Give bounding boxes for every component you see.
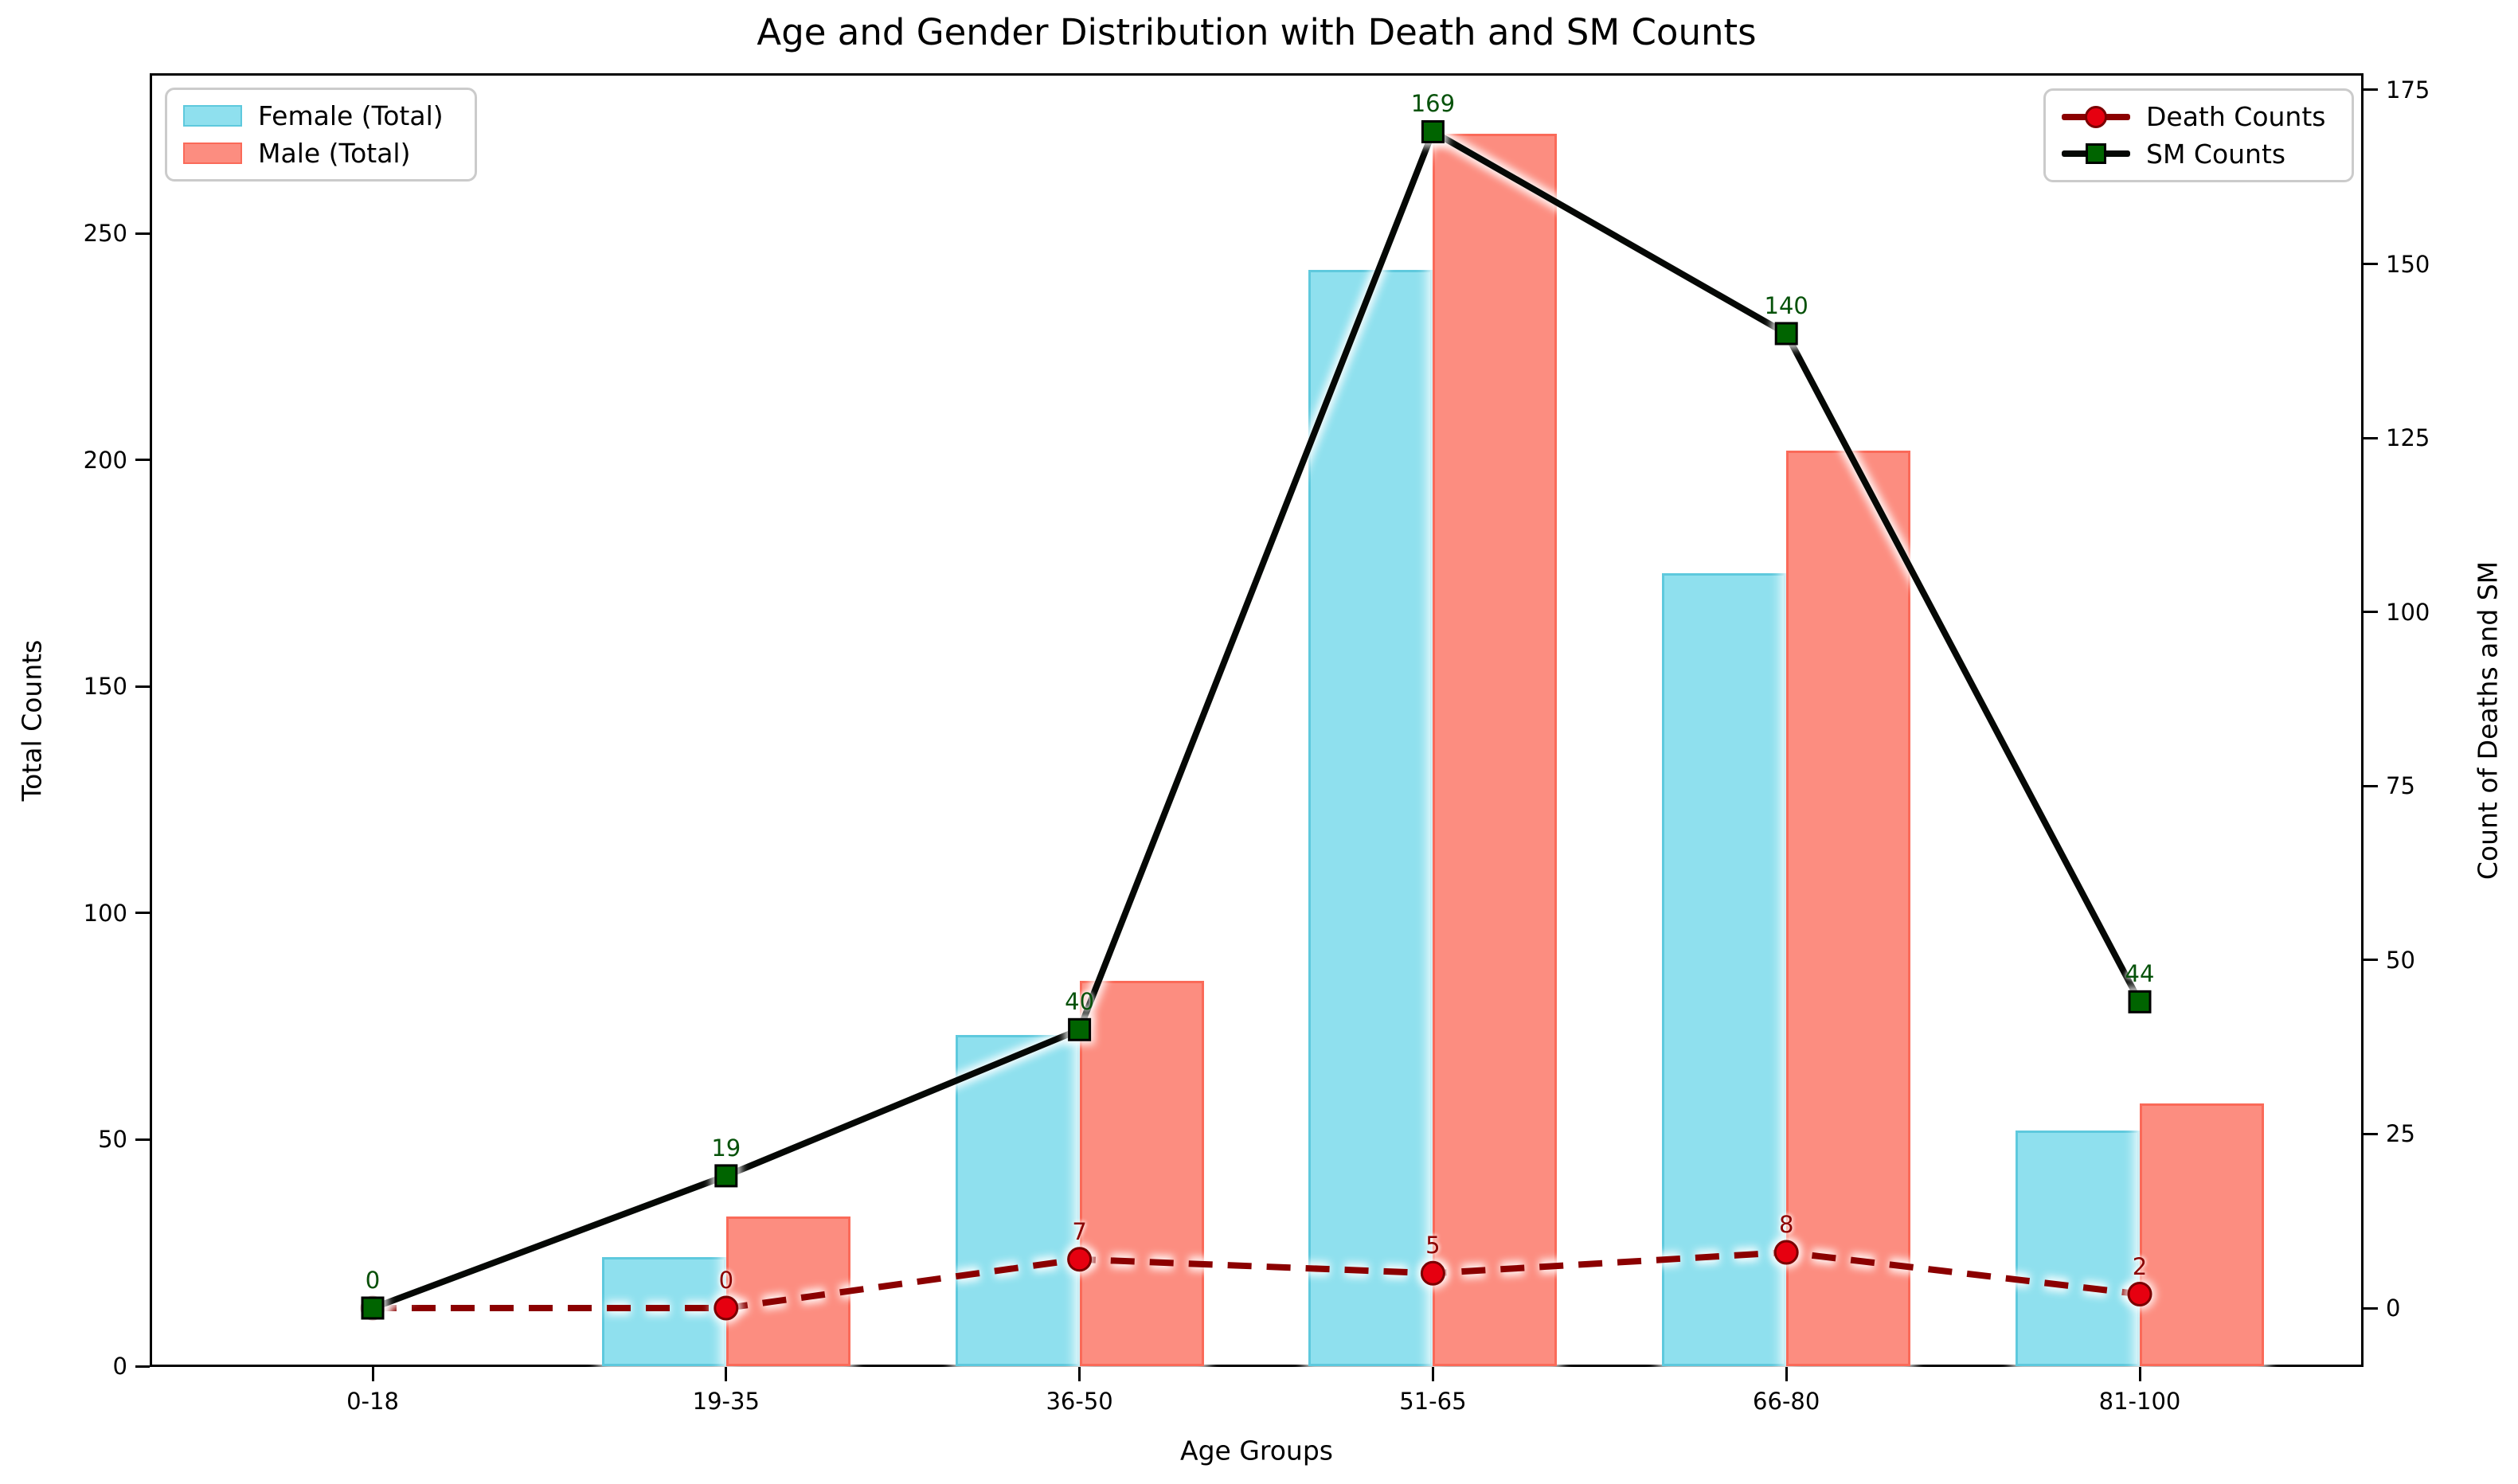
death-marker-19-35	[714, 1295, 739, 1321]
sm-value-label-81-100: 44	[2125, 960, 2155, 988]
y-tick-right	[2364, 1132, 2378, 1135]
bar-female-66-80	[1662, 572, 1787, 1366]
sm-marker-36-50	[1068, 1017, 1092, 1041]
male-swatch-icon	[183, 142, 242, 164]
legend-item-sm: SM Counts	[2062, 139, 2336, 170]
y-tick-label-left: 200	[83, 446, 127, 474]
x-tick-label-36-50: 36-50	[1046, 1388, 1113, 1415]
legend-item-death: Death Counts	[2062, 101, 2336, 132]
y-tick-label-left: 250	[83, 220, 127, 247]
sm-value-label-19-35: 19	[711, 1134, 741, 1162]
y-tick-right	[2364, 1306, 2378, 1310]
sm-value-label-51-65: 169	[1410, 90, 1456, 118]
y-tick-left	[135, 1365, 150, 1368]
death-value-label-36-50: 7	[1072, 1217, 1087, 1245]
y-tick-label-right: 25	[2386, 1120, 2415, 1148]
death-line-icon	[2062, 105, 2130, 128]
y-tick-right	[2364, 263, 2378, 266]
y-tick-label-left: 100	[83, 899, 127, 927]
y-tick-left	[135, 1138, 150, 1141]
sm-marker-66-80	[1774, 322, 1798, 346]
bar-male-81-100	[2140, 1103, 2264, 1366]
legend-label-male: Male (Total)	[258, 137, 411, 169]
x-tick-label-19-35: 19-35	[692, 1388, 760, 1415]
y-tick-label-right: 175	[2386, 76, 2430, 103]
x-tick	[725, 1367, 728, 1381]
bar-female-36-50	[955, 1035, 1080, 1366]
bar-male-19-35	[725, 1216, 850, 1366]
bar-male-36-50	[1079, 981, 1204, 1366]
legend-bars: Female (Total) Male (Total)	[165, 88, 477, 182]
y-tick-right	[2364, 436, 2378, 439]
death-value-label-0-18: 0	[365, 1267, 381, 1294]
series-lines	[357, 116, 2156, 1324]
x-tick-label-66-80: 66-80	[1753, 1388, 1820, 1415]
sm-line-icon	[2062, 143, 2130, 165]
legend-item-male: Male (Total)	[183, 138, 459, 169]
x-tick	[1078, 1367, 1081, 1381]
y-tick-label-right: 100	[2386, 598, 2430, 626]
x-tick	[2138, 1367, 2141, 1381]
y-tick-left	[135, 685, 150, 688]
sm-value-label-0-18: 0	[365, 1267, 381, 1294]
death-marker-66-80	[1773, 1240, 1799, 1265]
y-tick-left	[135, 912, 150, 915]
chart-title: Age and Gender Distribution with Death a…	[757, 11, 1757, 53]
sm-marker-81-100	[2128, 990, 2152, 1013]
legend-label-female: Female (Total)	[258, 100, 444, 132]
death-value-label-51-65: 5	[1425, 1232, 1441, 1259]
x-tick-label-0-18: 0-18	[346, 1388, 399, 1415]
bar-female-81-100	[2016, 1131, 2140, 1366]
legend-lines: Death Counts SM Counts	[2043, 88, 2354, 182]
y-tick-label-right: 150	[2386, 250, 2430, 278]
y-axis-title-left: Total Counts	[16, 639, 48, 802]
y-tick-left	[135, 232, 150, 235]
y-tick-right	[2364, 611, 2378, 614]
y-tick-right	[2364, 88, 2378, 92]
legend-item-female: Female (Total)	[183, 100, 459, 131]
x-tick	[1431, 1367, 1434, 1381]
y-tick-right	[2364, 959, 2378, 962]
sm-value-label-36-50: 40	[1065, 988, 1095, 1016]
y-tick-label-right: 0	[2386, 1295, 2401, 1322]
sm-value-label-66-80: 140	[1764, 291, 1808, 319]
sm-marker-0-18	[361, 1296, 385, 1320]
death-marker-81-100	[2127, 1282, 2152, 1307]
sm-line-glow	[369, 121, 2146, 1315]
y-tick-label-right: 75	[2386, 772, 2415, 800]
sm-line	[371, 127, 2143, 1311]
legend-label-death: Death Counts	[2146, 101, 2326, 133]
y-axis-title-right: Count of Deaths and SM	[2472, 560, 2504, 881]
y-tick-label-right: 125	[2386, 424, 2430, 452]
y-tick-label-right: 50	[2386, 946, 2415, 974]
sm-marker-19-35	[714, 1164, 738, 1188]
female-swatch-icon	[183, 105, 242, 127]
death-value-label-19-35: 0	[718, 1267, 734, 1294]
death-line	[373, 1249, 2141, 1311]
y-tick-left	[135, 459, 150, 462]
death-marker-51-65	[1420, 1260, 1445, 1286]
x-axis-title: Age Groups	[1180, 1435, 1333, 1466]
y-tick-label-left: 150	[83, 673, 127, 701]
y-tick-right	[2364, 784, 2378, 787]
death-value-label-81-100: 2	[2132, 1252, 2148, 1280]
y-tick-label-left: 0	[112, 1353, 127, 1380]
legend-label-sm: SM Counts	[2146, 138, 2286, 170]
bar-female-51-65	[1308, 269, 1433, 1366]
y-tick-label-left: 50	[98, 1126, 127, 1154]
x-tick-label-81-100: 81-100	[2098, 1388, 2181, 1415]
x-tick	[1785, 1367, 1788, 1381]
bar-male-51-65	[1433, 133, 1558, 1366]
death-value-label-66-80: 8	[1778, 1211, 1794, 1239]
death-marker-36-50	[1067, 1247, 1093, 1272]
sm-marker-51-65	[1421, 119, 1445, 143]
x-tick	[371, 1367, 374, 1381]
x-tick-label-51-65: 51-65	[1399, 1388, 1467, 1415]
